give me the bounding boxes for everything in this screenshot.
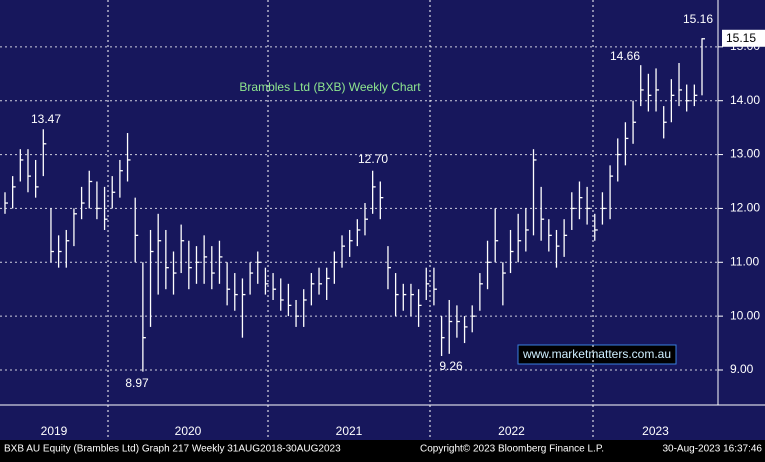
- x-tick-label: 2020: [175, 424, 202, 438]
- footer-right: 30-Aug-2023 16:37:46: [662, 444, 762, 455]
- x-tick-label: 2021: [336, 424, 363, 438]
- annotation: 13.47: [31, 112, 61, 126]
- x-tick-label: 2022: [498, 424, 525, 438]
- last-price-label: 15.15: [726, 31, 756, 45]
- watermark: www.marketmatters.com.au: [522, 347, 671, 361]
- annotation: 15.16: [683, 12, 713, 26]
- annotation: 9.26: [439, 359, 463, 373]
- x-tick-label: 2023: [642, 424, 669, 438]
- chart-title: Brambles Ltd (BXB) Weekly Chart: [239, 80, 421, 94]
- watermark-box: [517, 344, 677, 365]
- footer-center: Copyright© 2023 Bloomberg Finance L.P.: [420, 444, 604, 455]
- annotation: 14.66: [610, 49, 640, 63]
- footer-left: BXB AU Equity (Brambles Ltd) Graph 217 W…: [4, 444, 341, 455]
- x-tick-label: 2019: [41, 424, 68, 438]
- annotation: 8.97: [125, 376, 149, 390]
- y-tick-label: 11.00: [730, 254, 759, 268]
- plot-background: [0, 0, 765, 440]
- y-tick-label: 9.00: [730, 362, 754, 376]
- y-tick-label: 10.00: [730, 308, 760, 322]
- y-tick-label: 12.00: [730, 201, 760, 215]
- footer-band: [0, 440, 765, 457]
- annotation: 12.70: [358, 152, 388, 166]
- y-tick-label: 13.00: [730, 147, 760, 161]
- last-price-box: [722, 29, 765, 47]
- y-tick-label: 14.00: [730, 93, 760, 107]
